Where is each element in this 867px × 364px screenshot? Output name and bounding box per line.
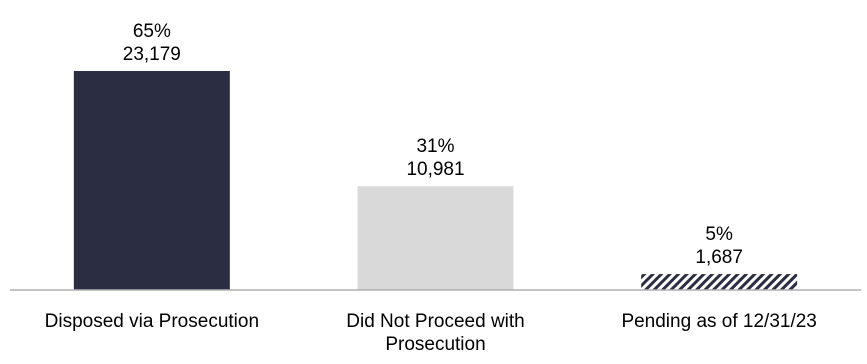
bar-3 <box>641 274 798 290</box>
bar-percent-label: 31% <box>416 136 454 157</box>
bars-layer <box>73 71 798 290</box>
bar-1 <box>73 71 230 290</box>
category-label: Disposed via Prosecution <box>45 311 259 332</box>
bar-percent-label: 65% <box>133 21 171 42</box>
bar-value-label: 23,179 <box>123 44 181 65</box>
bar-value-label: 1,687 <box>695 247 743 268</box>
bar-percent-label: 5% <box>705 224 733 245</box>
category-label: Pending as of 12/31/23 <box>621 311 816 332</box>
bar-2 <box>357 186 514 290</box>
category-label: Did Not Proceed with <box>346 311 524 332</box>
bar-value-label: 10,981 <box>406 159 464 180</box>
labels-layer: 65%23,179 Disposed via Prosecution 31%10,9… <box>45 21 817 355</box>
category-label: Prosecution <box>385 334 485 355</box>
